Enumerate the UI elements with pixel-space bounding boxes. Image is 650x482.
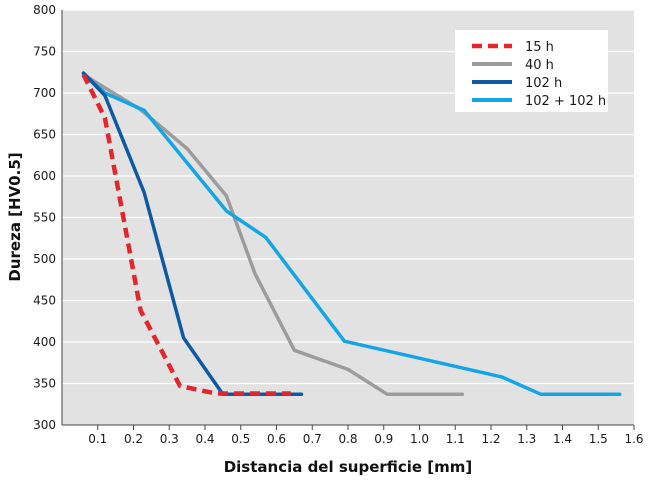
x-tick-label: 1.2 (481, 432, 500, 446)
x-tick-label: 1.3 (517, 432, 536, 446)
x-tick-label: 1.4 (553, 432, 572, 446)
x-tick-label: 0.2 (124, 432, 143, 446)
y-tick-label: 800 (33, 3, 56, 17)
x-axis-title: Distancia del superficie [mm] (224, 458, 473, 476)
y-tick-label: 650 (33, 128, 56, 142)
x-tick-label: 1.0 (410, 432, 429, 446)
legend-label: 40 h (525, 58, 554, 73)
y-tick-label: 750 (33, 45, 56, 59)
x-tick-label: 1.1 (446, 432, 465, 446)
x-tick-label: 0.5 (231, 432, 250, 446)
y-tick-label: 700 (33, 86, 56, 100)
y-axis-title: Dureza [HV0.5] (6, 152, 24, 281)
x-tick-label: 0.3 (160, 432, 179, 446)
x-tick-label: 1.6 (624, 432, 643, 446)
y-tick-label: 600 (33, 169, 56, 183)
y-tick-label: 450 (33, 294, 56, 308)
y-tick-label: 300 (33, 418, 56, 432)
x-tick-label: 1.5 (589, 432, 608, 446)
y-tick-label: 550 (33, 211, 56, 225)
y-tick-label: 400 (33, 335, 56, 349)
x-tick-label: 0.6 (267, 432, 286, 446)
x-tick-label: 0.1 (88, 432, 107, 446)
x-tick-label: 0.7 (303, 432, 322, 446)
y-tick-label: 500 (33, 252, 56, 266)
y-tick-label: 350 (33, 377, 56, 391)
x-tick-label: 0.8 (338, 432, 357, 446)
legend-label: 102 h (525, 76, 562, 91)
x-tick-label: 0.9 (374, 432, 393, 446)
legend-label: 102 + 102 h (525, 94, 606, 109)
legend: 15 h 40 h 102 h 102 + 102 h (455, 30, 608, 112)
x-tick-label: 0.4 (195, 432, 214, 446)
legend-label: 15 h (525, 40, 554, 55)
